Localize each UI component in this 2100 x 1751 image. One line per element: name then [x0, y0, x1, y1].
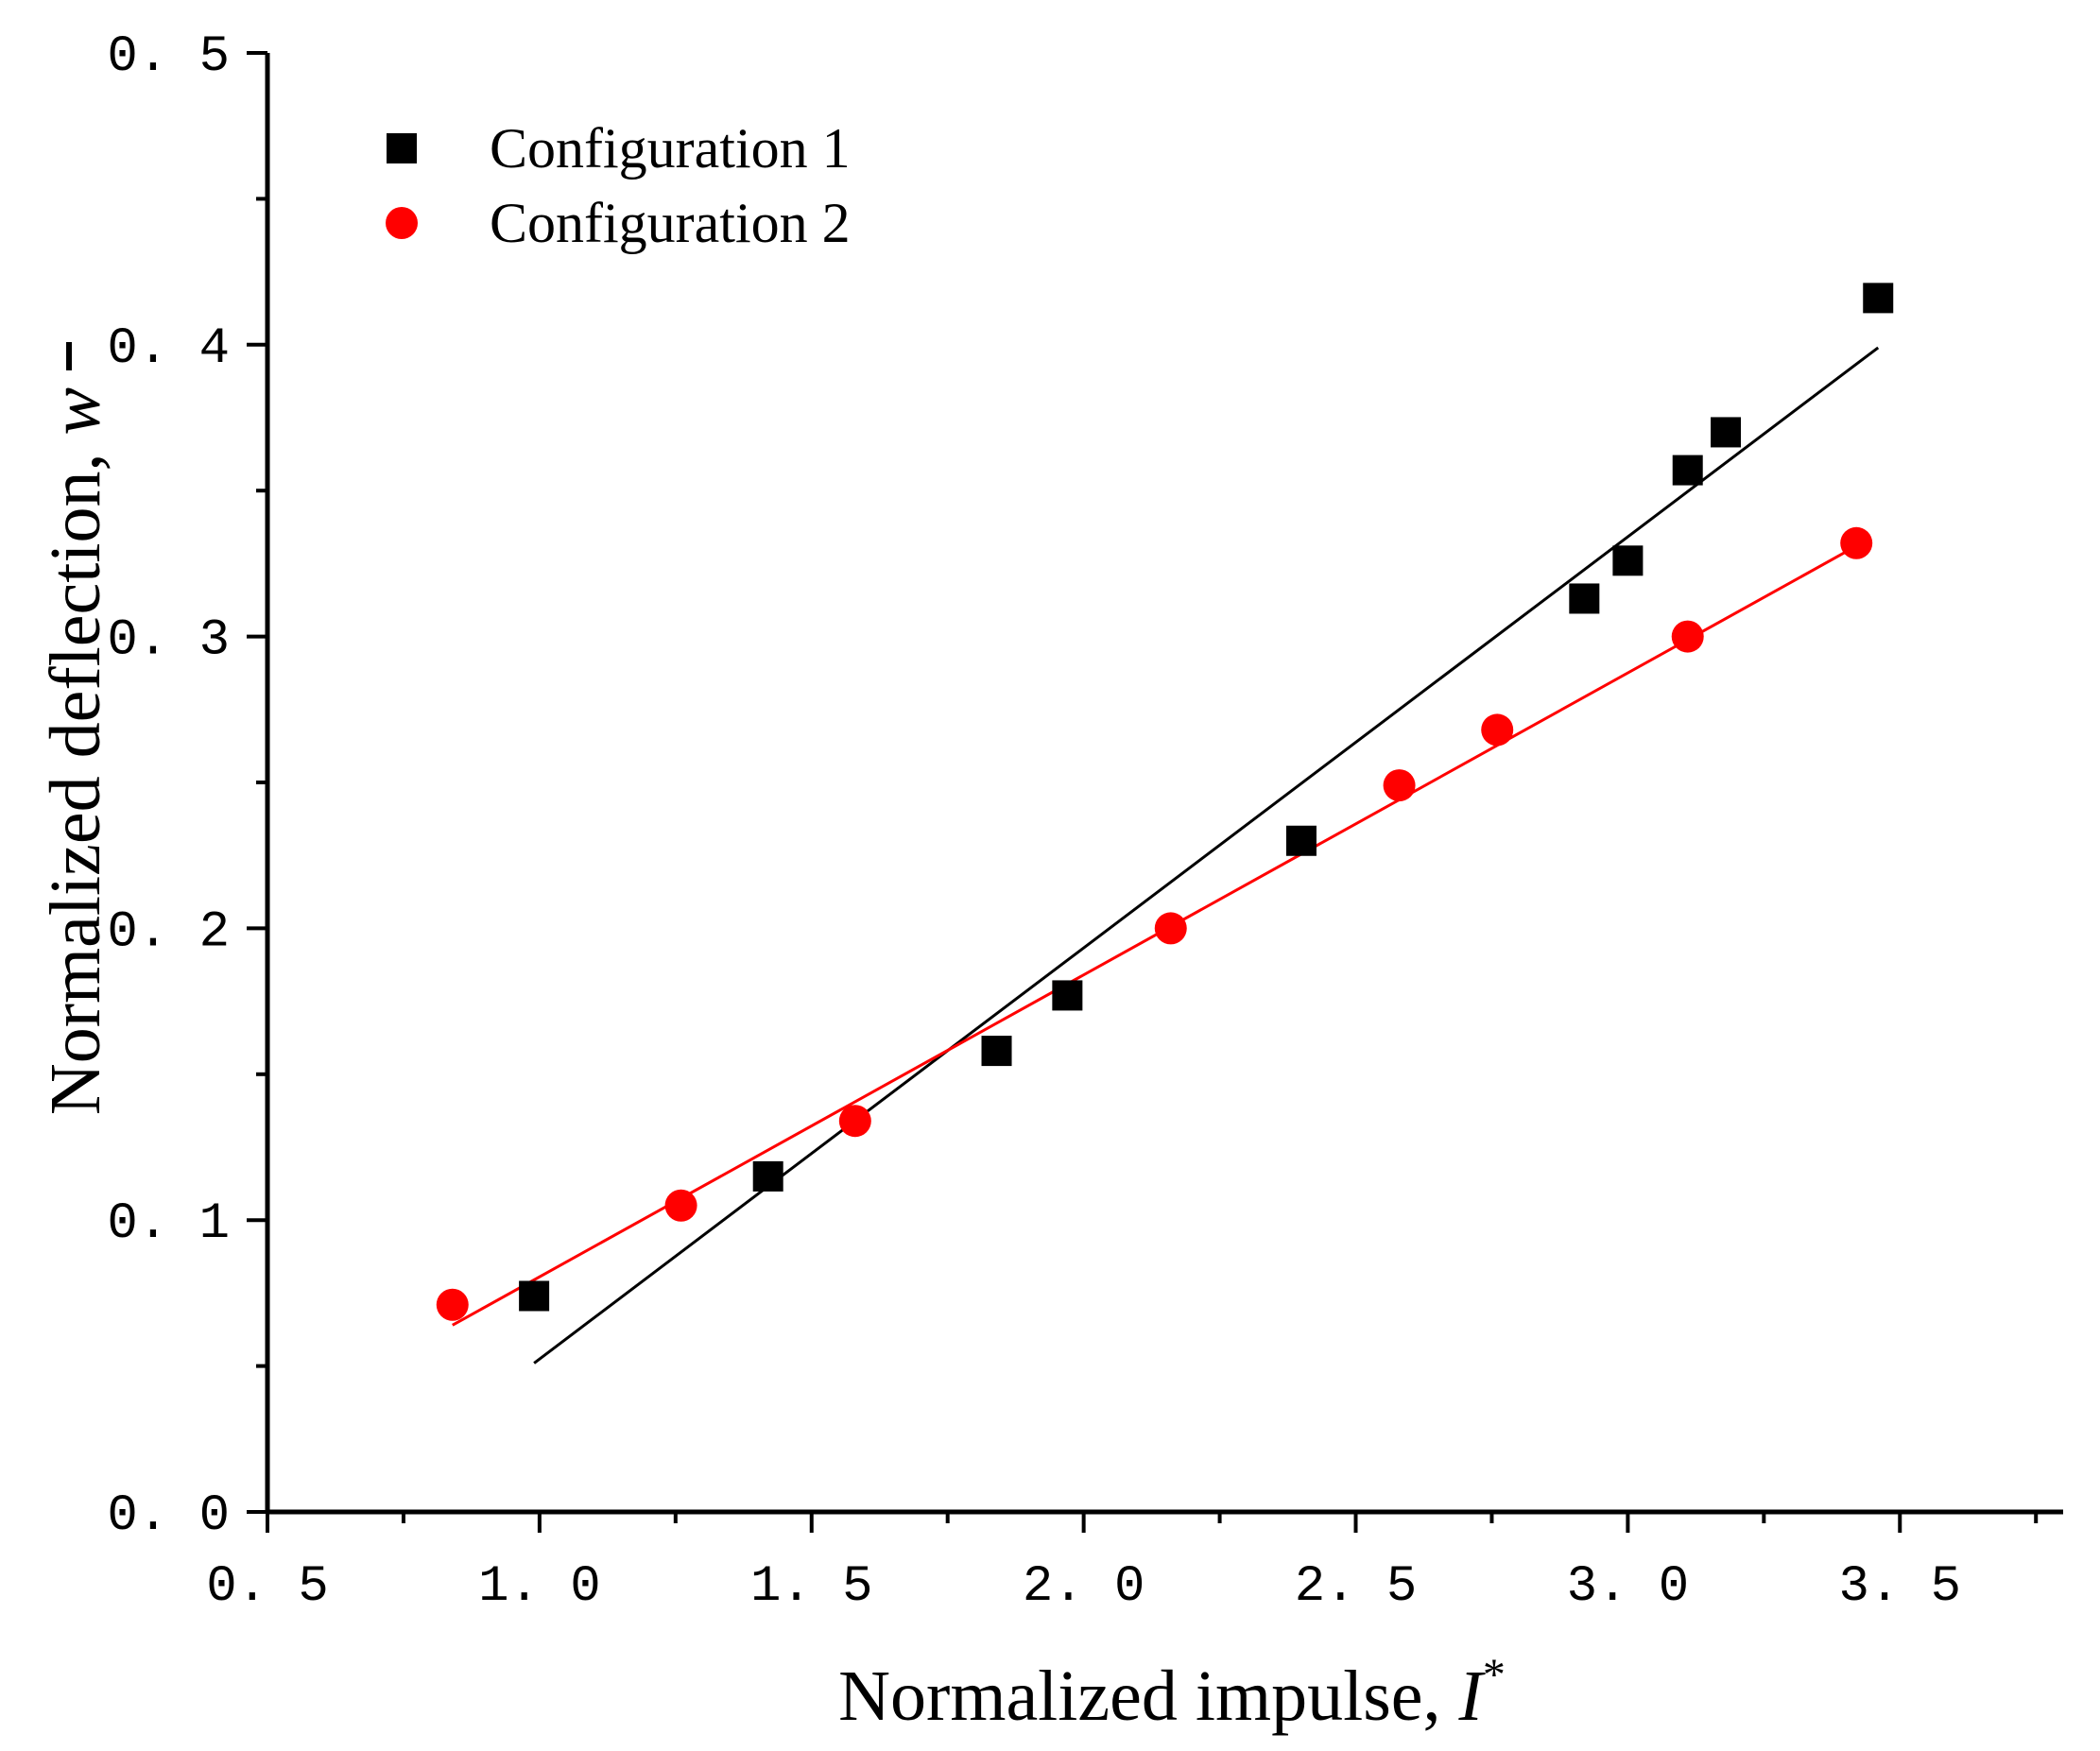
y-tick-label: 0. 3	[107, 612, 230, 670]
y-axis-title: Normalized deflection, w	[36, 387, 115, 1116]
data-point-series-2	[1840, 526, 1873, 559]
data-point-series-1	[981, 1036, 1012, 1067]
data-point-series-1	[1052, 980, 1083, 1011]
y-tick-label: 0. 2	[107, 903, 230, 961]
data-point-series-2	[1383, 769, 1416, 802]
y-tick-label: 0. 5	[107, 28, 230, 86]
data-point-series-2	[838, 1105, 871, 1138]
data-point-series-2	[1481, 713, 1514, 747]
fit-line-series-2	[452, 544, 1857, 1327]
data-point-series-1	[1569, 583, 1600, 614]
x-tick-label: 0. 5	[206, 1558, 329, 1616]
legend: Configuration 1 Configuration 2	[386, 117, 851, 254]
data-point-series-1	[1672, 455, 1703, 486]
legend-label: Configuration 1	[490, 117, 851, 180]
x-tick-label: 1. 5	[750, 1558, 873, 1616]
legend-marker-circle	[386, 207, 418, 239]
fit-line-series-1	[533, 346, 1880, 1365]
legend-marker-square	[387, 133, 417, 163]
x-tick-label: 3. 5	[1838, 1558, 1961, 1616]
data-markers	[436, 283, 1894, 1321]
x-tick-label: 1. 0	[478, 1558, 601, 1616]
x-tick-label: 2. 5	[1295, 1558, 1418, 1616]
svg-text:Normalized deflection, w: Normalized deflection, w	[36, 387, 115, 1116]
y-tick-label: 0. 0	[107, 1487, 230, 1545]
x-axis-title: Normalized impulse, I*	[838, 1650, 1506, 1736]
data-point-series-1	[519, 1280, 550, 1312]
data-point-series-1	[752, 1160, 783, 1192]
data-point-series-2	[664, 1189, 697, 1222]
data-point-series-2	[436, 1288, 469, 1321]
data-point-series-1	[1711, 417, 1742, 448]
x-tick-label: 3. 0	[1567, 1558, 1690, 1616]
x-axis: 0. 5 1. 0 1. 5 2. 0 2. 5 3. 0 3. 5	[206, 1512, 2039, 1616]
x-tick-label: 2. 0	[1023, 1558, 1145, 1616]
data-point-series-1	[1612, 545, 1644, 576]
y-tick-label: 0. 4	[107, 320, 230, 378]
data-point-series-1	[1863, 283, 1894, 314]
data-point-series-2	[1154, 912, 1187, 945]
legend-label: Configuration 2	[490, 192, 851, 254]
data-point-series-1	[1285, 825, 1317, 856]
y-axis: 0. 0 0. 1 0. 2 0. 3 0. 4 0. 5	[107, 28, 267, 1545]
data-point-series-2	[1671, 620, 1704, 653]
y-tick-label: 0. 1	[107, 1195, 230, 1253]
